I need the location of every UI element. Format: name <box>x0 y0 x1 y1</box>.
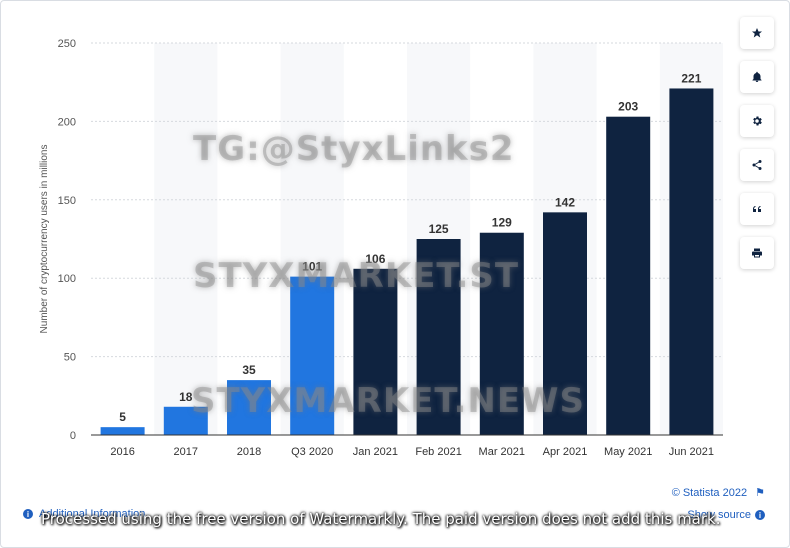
y-tick-label: 50 <box>64 352 76 364</box>
settings-button[interactable] <box>740 105 774 137</box>
data-label: 101 <box>302 260 322 274</box>
info-icon: i <box>23 509 33 519</box>
gear-icon <box>753 116 762 126</box>
x-tick-label: Mar 2021 <box>479 446 525 458</box>
data-label: 5 <box>119 410 126 424</box>
quote-icon <box>753 206 761 212</box>
bar <box>416 239 461 435</box>
x-tick-label: Apr 2021 <box>543 446 588 458</box>
info-icon: i <box>755 510 765 520</box>
bar <box>606 116 651 436</box>
bar <box>100 427 145 435</box>
show-source-label: Show source <box>687 509 751 521</box>
flag-icon: ⚑ <box>755 487 765 499</box>
data-label: 129 <box>492 216 512 230</box>
copyright-text: © Statista 2022 <box>671 487 748 499</box>
bar <box>290 276 335 435</box>
cite-button[interactable] <box>740 193 774 225</box>
share-button[interactable] <box>740 149 774 181</box>
share-icon <box>752 160 762 170</box>
x-tick-label: 2017 <box>174 446 198 458</box>
print-button[interactable] <box>740 237 774 269</box>
x-tick-label: May 2021 <box>604 446 652 458</box>
x-tick-label: Feb 2021 <box>415 446 461 458</box>
x-tick-label: Q3 2020 <box>291 446 333 458</box>
bar <box>163 406 208 435</box>
data-label: 203 <box>618 100 638 114</box>
data-label: 142 <box>555 195 575 209</box>
additional-info-link[interactable]: i Additional Information <box>23 508 145 520</box>
bookmark-button[interactable] <box>740 17 774 49</box>
bar <box>669 88 714 436</box>
data-label: 106 <box>365 252 385 266</box>
data-label: 125 <box>429 222 449 236</box>
bell-icon <box>752 71 762 82</box>
print-icon <box>752 248 762 258</box>
copyright-link[interactable]: © Statista 2022 ⚑ <box>672 486 765 499</box>
y-tick-label: 200 <box>58 116 76 128</box>
bar <box>543 212 587 435</box>
y-tick-label: 0 <box>70 430 76 442</box>
y-tick-label: 100 <box>58 273 76 285</box>
y-axis-title: Number of cryptocurrency users in millio… <box>39 145 50 334</box>
additional-info-label: Additional Information <box>39 508 146 520</box>
y-tick-label: 150 <box>58 195 76 207</box>
notification-button[interactable] <box>740 61 774 93</box>
data-label: 35 <box>242 363 256 377</box>
column-band <box>154 43 218 435</box>
y-tick-label: 250 <box>58 38 76 50</box>
show-source-link[interactable]: Show source i <box>687 509 765 521</box>
bar <box>353 268 398 435</box>
x-tick-label: 2016 <box>110 446 134 458</box>
chart-toolbar <box>740 17 774 281</box>
bar <box>479 232 524 435</box>
x-tick-label: Jun 2021 <box>669 446 714 458</box>
x-tick-label: Jan 2021 <box>353 446 398 458</box>
data-label: 18 <box>179 390 193 404</box>
data-label: 221 <box>681 71 701 85</box>
star-icon <box>752 28 762 38</box>
x-tick-label: 2018 <box>237 446 261 458</box>
bar <box>227 380 271 435</box>
